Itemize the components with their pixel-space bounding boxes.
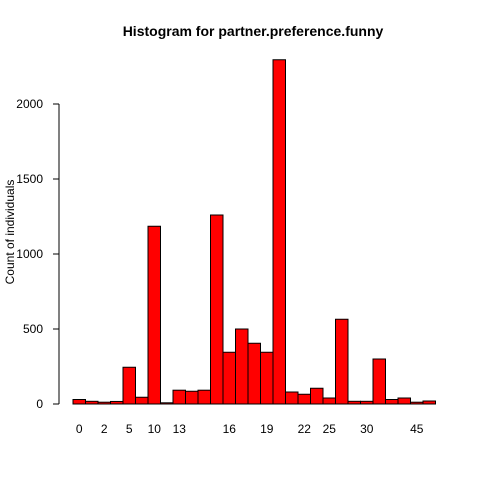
bar-13 <box>235 328 249 405</box>
bar-6 <box>147 225 161 405</box>
bar-15 <box>260 351 274 405</box>
bar-24 <box>372 358 386 405</box>
bar-4 <box>122 366 136 405</box>
x-tick-label-10: 45 <box>410 422 424 436</box>
y-tick-label-3: 1500 <box>16 172 43 186</box>
bar-8 <box>172 389 186 405</box>
x-tick-label-2: 5 <box>126 422 133 436</box>
y-axis-label: Count of individuals <box>3 180 17 285</box>
x-tick-label-4: 13 <box>173 422 187 436</box>
x-tick-label-0: 0 <box>76 422 83 436</box>
y-tick-label-4: 2000 <box>16 97 43 111</box>
y-tick-label-1: 500 <box>23 322 43 336</box>
x-tick-label-8: 25 <box>323 422 337 436</box>
bar-23 <box>360 400 374 405</box>
x-axis-labels: 0 2 5 10 13 16 19 22 25 30 45 <box>76 422 424 436</box>
y-tick-label-2: 1000 <box>16 247 43 261</box>
bar-28 <box>422 400 436 405</box>
bar-25 <box>385 399 399 405</box>
bars-group <box>72 59 436 405</box>
bar-18 <box>297 393 311 405</box>
bar-22 <box>347 400 361 405</box>
x-tick-label-9: 30 <box>360 422 374 436</box>
bar-12 <box>222 351 236 405</box>
x-tick-label-3: 10 <box>148 422 162 436</box>
bar-10 <box>197 389 211 405</box>
y-axis: 0 500 1000 1500 2000 <box>16 97 60 411</box>
bar-17 <box>285 391 299 405</box>
x-tick-label-7: 22 <box>298 422 312 436</box>
bar-21 <box>335 318 349 405</box>
bar-11 <box>210 214 224 405</box>
bar-1 <box>85 400 99 405</box>
bar-19 <box>310 387 324 405</box>
bar-0 <box>72 399 86 405</box>
x-tick-label-6: 19 <box>260 422 274 436</box>
bar-14 <box>247 342 261 405</box>
bar-7 <box>160 402 174 405</box>
bar-26 <box>397 397 411 405</box>
y-tick-label-0: 0 <box>36 397 43 411</box>
x-tick-label-5: 16 <box>223 422 237 436</box>
bar-5 <box>135 396 149 405</box>
bar-2 <box>97 401 111 405</box>
bar-27 <box>410 401 424 405</box>
bar-20 <box>322 397 336 405</box>
bar-9 <box>185 390 199 405</box>
bar-3 <box>110 400 124 405</box>
chart-title: Histogram for partner.preference.funny <box>123 23 384 39</box>
bar-16 <box>272 59 286 405</box>
x-tick-label-1: 2 <box>101 422 108 436</box>
